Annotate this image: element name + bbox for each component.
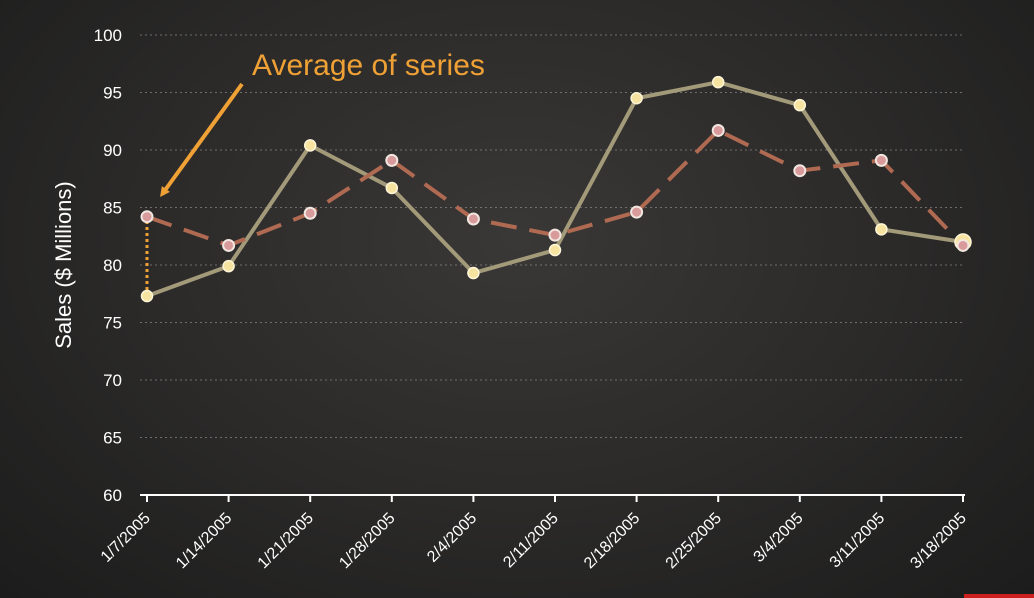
series-2-point xyxy=(793,164,807,178)
series-layer xyxy=(140,75,972,303)
series-1-point xyxy=(875,223,888,236)
series-1-point xyxy=(548,243,562,257)
series-1-point xyxy=(303,139,317,152)
y-tick-label: 75 xyxy=(103,314,122,333)
series-2-point xyxy=(630,205,644,219)
series-2-line xyxy=(146,128,965,248)
series-1-point xyxy=(793,98,807,112)
annotation-label: Average of series xyxy=(252,49,485,82)
x-tick-label: 1/21/2005 xyxy=(255,510,317,572)
series-1-point xyxy=(630,92,643,105)
series-1-point xyxy=(140,289,154,303)
series-1-point xyxy=(385,181,399,195)
x-tick-label: 1/7/2005 xyxy=(98,510,154,566)
series-1-point xyxy=(467,266,480,280)
x-tick-label: 3/4/2005 xyxy=(751,510,807,566)
y-tick-label: 95 xyxy=(103,84,122,103)
series-2-point xyxy=(385,153,399,167)
x-tick-label: 2/4/2005 xyxy=(424,510,480,566)
annotation-layer: Average of series xyxy=(160,49,485,198)
y-tick-label: 80 xyxy=(103,256,122,275)
series-2-point xyxy=(711,123,725,137)
series-2-point xyxy=(956,238,970,252)
x-tick-label: 1/28/2005 xyxy=(336,510,398,572)
y-tick-label: 90 xyxy=(103,141,122,160)
y-tick-label: 65 xyxy=(103,429,122,448)
series-2-point xyxy=(303,206,317,220)
progress-bar-indicator xyxy=(964,594,1034,598)
annotation-arrow xyxy=(160,82,244,198)
x-tick-label: 1/14/2005 xyxy=(173,510,235,572)
x-tick-label: 2/11/2005 xyxy=(500,510,562,572)
series-1-point xyxy=(222,259,235,273)
y-tick-label: 70 xyxy=(103,371,122,390)
series-2-point xyxy=(222,238,236,252)
y-tick-label: 60 xyxy=(103,486,122,505)
x-tick-label: 2/18/2005 xyxy=(581,510,643,572)
series-2-point xyxy=(874,153,888,167)
y-axis-title: Sales ($ Millions) xyxy=(51,181,76,349)
x-tick-label: 3/11/2005 xyxy=(827,510,889,572)
y-tick-label: 100 xyxy=(94,26,122,45)
y-tick-label: 85 xyxy=(103,199,122,218)
series-2-point xyxy=(466,212,480,226)
series-2-point xyxy=(548,228,562,242)
x-tick-label: 3/18/2005 xyxy=(907,510,969,572)
series-1-point xyxy=(711,75,725,89)
series-2-point xyxy=(140,210,154,224)
x-tick-label: 2/25/2005 xyxy=(663,510,725,572)
series-1-line xyxy=(146,80,964,298)
